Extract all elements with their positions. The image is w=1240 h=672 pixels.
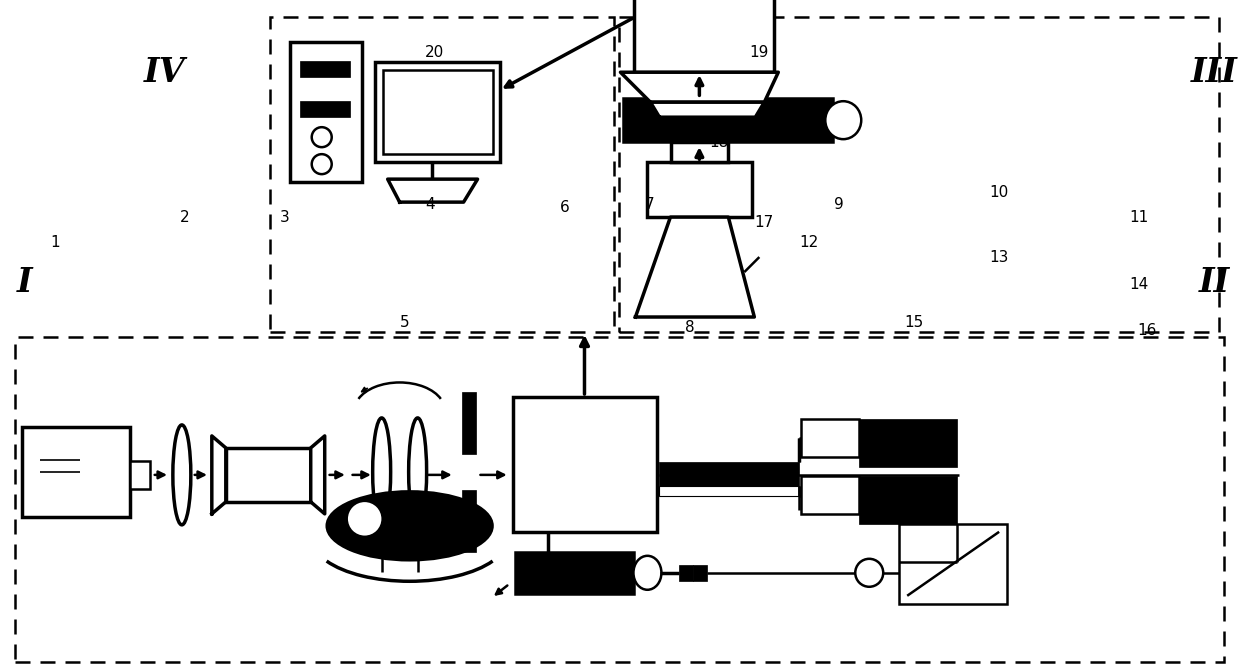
Text: 2: 2: [180, 210, 190, 224]
Bar: [680, 564, 693, 581]
Text: III: III: [1190, 56, 1238, 89]
Text: 9: 9: [835, 197, 844, 212]
Bar: [226, 448, 311, 502]
Bar: [461, 490, 476, 552]
Bar: [671, 142, 728, 162]
Ellipse shape: [634, 556, 661, 590]
Text: I: I: [17, 265, 32, 298]
Text: 12: 12: [800, 235, 818, 249]
Bar: [512, 397, 657, 532]
Bar: [899, 524, 1007, 603]
Bar: [383, 71, 492, 154]
Polygon shape: [388, 179, 477, 202]
Text: 5: 5: [399, 314, 409, 329]
Bar: [290, 42, 362, 182]
Bar: [130, 461, 150, 489]
Bar: [515, 552, 635, 594]
Text: 14: 14: [1130, 277, 1148, 292]
Bar: [801, 419, 859, 457]
Text: 13: 13: [990, 249, 1009, 265]
Polygon shape: [651, 102, 764, 117]
Bar: [300, 101, 350, 117]
Bar: [624, 98, 833, 142]
Text: 10: 10: [990, 185, 1009, 200]
Text: II: II: [1198, 265, 1230, 298]
Bar: [660, 486, 800, 496]
Bar: [270, 17, 615, 332]
Bar: [374, 62, 500, 162]
Bar: [620, 17, 1219, 332]
Text: 19: 19: [750, 45, 769, 60]
Text: 17: 17: [755, 214, 774, 230]
Bar: [15, 337, 1224, 662]
Bar: [801, 476, 859, 514]
Bar: [859, 419, 957, 467]
Text: 1: 1: [50, 235, 60, 249]
Polygon shape: [620, 72, 779, 102]
Bar: [434, 514, 455, 534]
Text: 3: 3: [280, 210, 290, 224]
Ellipse shape: [826, 101, 862, 139]
Bar: [300, 61, 350, 77]
Text: 20: 20: [425, 45, 444, 60]
Polygon shape: [212, 436, 226, 514]
Polygon shape: [635, 217, 754, 317]
Text: 15: 15: [904, 314, 924, 329]
Ellipse shape: [327, 492, 492, 560]
Polygon shape: [311, 436, 325, 514]
Text: 16: 16: [1137, 323, 1157, 337]
Bar: [660, 462, 800, 486]
Text: 4: 4: [425, 197, 434, 212]
Text: 11: 11: [1130, 210, 1148, 224]
Bar: [859, 476, 957, 524]
Text: 8: 8: [684, 319, 694, 335]
Text: IV: IV: [144, 56, 186, 89]
Text: 6: 6: [559, 200, 569, 214]
Circle shape: [347, 501, 383, 537]
Bar: [22, 427, 130, 517]
Bar: [647, 162, 753, 217]
Text: 18: 18: [709, 134, 729, 150]
Bar: [404, 499, 427, 519]
Bar: [635, 0, 774, 72]
Bar: [461, 392, 476, 454]
Circle shape: [856, 559, 883, 587]
Text: 7: 7: [645, 197, 655, 212]
Bar: [693, 564, 707, 581]
